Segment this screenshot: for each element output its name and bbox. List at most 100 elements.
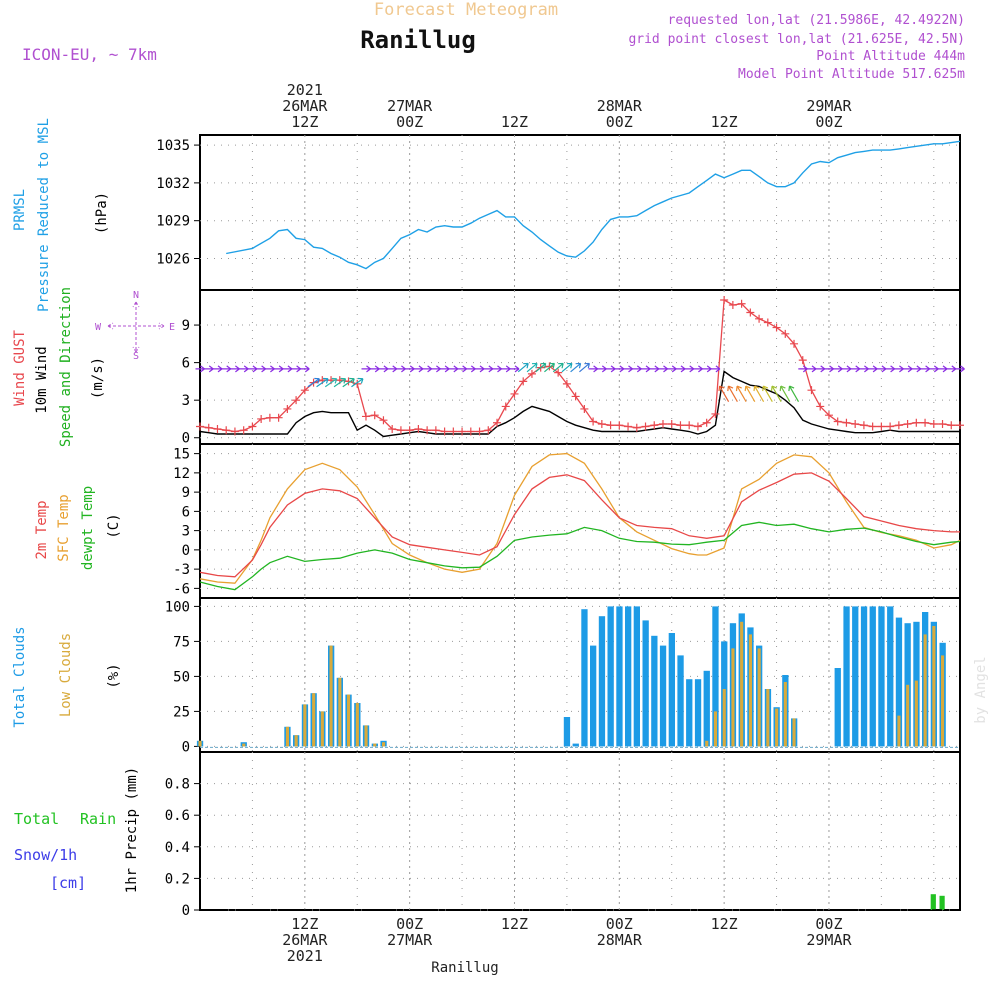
- wind-arrow-shape: [256, 365, 266, 373]
- wind-direction-arrow: [779, 385, 791, 402]
- wind-direction-arrow: [342, 377, 355, 388]
- wind-arrow-shape: [798, 365, 808, 373]
- temp-2m-line: [199, 472, 960, 578]
- wind-direction-arrow: [702, 365, 712, 373]
- wind-arrow-shape: [779, 385, 791, 402]
- wind-arrow-shape: [316, 377, 329, 388]
- wind-direction-arrow: [920, 365, 930, 373]
- time-label-top: 00Z: [606, 113, 633, 131]
- wind-direction-arrow: [448, 365, 459, 373]
- y-tick-label: 75: [173, 634, 190, 650]
- low-clouds-bar: [320, 711, 324, 747]
- gust-marker: [763, 318, 772, 327]
- gust-marker: [571, 392, 580, 401]
- label-ms: (m/s): [90, 357, 106, 399]
- total-clouds-bar: [598, 616, 606, 747]
- gust-marker: [501, 402, 510, 411]
- axis-labels: 10261029103210350369-6-30369121502550751…: [156, 81, 852, 965]
- wind-direction-arrow: [265, 365, 275, 373]
- low-clouds-bar: [347, 694, 351, 747]
- time-label-top: 00Z: [815, 113, 842, 131]
- wind-direction-arrow: [475, 365, 485, 373]
- y-tick-label: 0: [182, 431, 190, 447]
- wind-direction-arrow: [606, 365, 616, 373]
- wind-arrow-shape: [300, 365, 310, 373]
- wind-arrow-shape: [693, 365, 703, 373]
- wind-arrow-shape: [684, 365, 695, 373]
- wind-direction-arrow: [517, 362, 529, 373]
- gust-marker: [283, 404, 292, 413]
- y-tick-label: 0.4: [165, 840, 190, 856]
- wind-arrow-shape: [561, 362, 573, 373]
- wind-direction-arrow: [282, 365, 293, 373]
- low-clouds-bar: [285, 726, 289, 747]
- gust-marker: [921, 418, 930, 427]
- wind-arrow-shape: [239, 365, 249, 373]
- total-clouds-bar: [572, 743, 579, 747]
- label-celsius: (C): [106, 513, 122, 538]
- total-clouds-bar: [712, 606, 719, 747]
- y-tick-label: 0.6: [165, 808, 190, 824]
- wind-arrow-shape: [517, 362, 529, 373]
- y-tick-label: 15: [173, 447, 190, 463]
- gust-marker: [361, 412, 370, 421]
- time-label: 00Z: [606, 915, 633, 933]
- low-clouds-bar: [906, 684, 910, 747]
- y-tick-label: 6: [182, 504, 190, 520]
- wind-direction-arrow: [788, 385, 800, 402]
- gust-marker: [414, 424, 423, 433]
- gust-marker: [230, 427, 239, 436]
- wind-direction-arrow: [735, 385, 747, 402]
- total-clouds-bar: [633, 606, 640, 747]
- gust-marker: [196, 422, 204, 431]
- label-prmsl: PRMSL: [12, 189, 28, 231]
- wind-arrow-shape: [457, 365, 467, 373]
- wind-direction-arrow: [316, 377, 329, 388]
- y-tick-label: 1029: [156, 214, 190, 230]
- wind-arrow-shape: [247, 365, 258, 373]
- wind-direction-arrow: [221, 365, 232, 373]
- wind-direction-arrow: [753, 385, 765, 402]
- wind-arrow-shape: [903, 365, 913, 373]
- low-clouds-bar: [897, 715, 901, 747]
- y-tick-label: 0: [182, 739, 190, 755]
- wind-arrow-shape: [815, 365, 826, 373]
- wind-direction-arrow: [561, 362, 573, 373]
- gust-marker: [956, 421, 964, 430]
- gust-marker: [746, 308, 755, 317]
- wind-direction-arrow: [667, 365, 677, 373]
- low-clouds-bar: [783, 682, 787, 747]
- gust-marker: [842, 418, 851, 427]
- wind-arrow-shape: [929, 365, 939, 373]
- low-clouds-bar: [329, 645, 333, 747]
- gust-marker: [554, 368, 563, 377]
- gust-marker: [615, 421, 624, 430]
- time-label: 2021: [287, 947, 323, 965]
- wind-direction-arrow: [911, 365, 922, 373]
- wind-arrow-shape: [632, 365, 642, 373]
- wind-direction-arrow: [676, 365, 686, 373]
- wind-direction-arrow: [903, 365, 913, 373]
- low-clouds-bar: [775, 708, 779, 747]
- wind-arrow-shape: [876, 365, 887, 373]
- wind-arrow-shape: [396, 365, 406, 373]
- wind-direction-arrow: [440, 365, 450, 373]
- gust-marker: [859, 421, 868, 430]
- time-label-top: 28MAR: [597, 97, 643, 115]
- model-altitude: Model Point Altitude 517.625m: [738, 67, 965, 82]
- wind-arrow-shape: [920, 365, 930, 373]
- time-label-top: 2021: [287, 81, 323, 99]
- gust-marker: [938, 419, 947, 428]
- gust-marker: [816, 402, 825, 411]
- time-label: 29MAR: [806, 931, 852, 949]
- wind-arrow-shape: [614, 365, 625, 373]
- y-tick-label: 9: [182, 318, 190, 334]
- wind-arrow-shape: [727, 385, 738, 402]
- wind-direction-arrow: [744, 385, 756, 402]
- gust-marker: [449, 427, 458, 436]
- wind-direction-arrow: [727, 385, 738, 402]
- wind-direction-arrow: [324, 377, 338, 388]
- gust-marker: [903, 419, 912, 428]
- wind-direction-arrow: [535, 362, 547, 373]
- gust-marker: [929, 419, 938, 428]
